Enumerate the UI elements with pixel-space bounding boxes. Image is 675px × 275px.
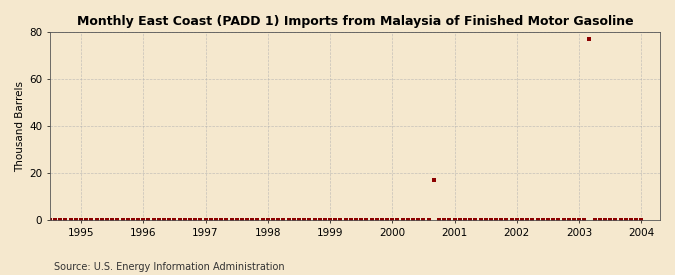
Title: Monthly East Coast (PADD 1) Imports from Malaysia of Finished Motor Gasoline: Monthly East Coast (PADD 1) Imports from… (77, 15, 633, 28)
Text: Source: U.S. Energy Information Administration: Source: U.S. Energy Information Administ… (54, 262, 285, 272)
Y-axis label: Thousand Barrels: Thousand Barrels (15, 81, 25, 172)
